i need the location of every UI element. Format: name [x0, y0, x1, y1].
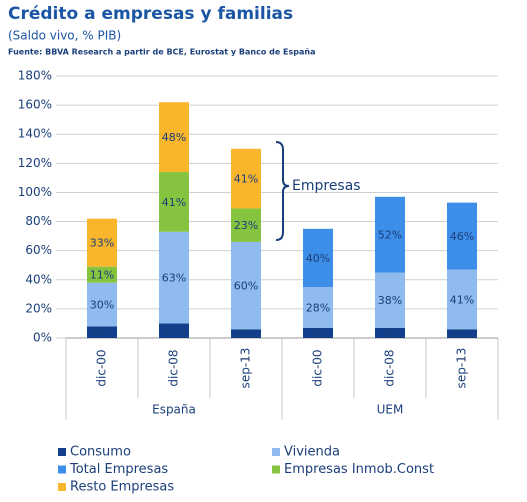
data-label: 28% — [306, 301, 330, 314]
group-label: UEM — [377, 403, 404, 417]
chart-subtitle: (Saldo vivo, % PIB) — [8, 29, 121, 43]
bar-segment — [303, 287, 333, 328]
data-label: 63% — [162, 272, 186, 285]
data-label: 8% — [93, 326, 110, 339]
bar-segment — [231, 329, 261, 338]
group-label: España — [152, 403, 196, 417]
y-tick-label: 100% — [18, 185, 52, 199]
bar-segment — [87, 326, 117, 338]
legend-swatch — [272, 465, 280, 474]
x-tick-label: sep-13 — [455, 348, 469, 389]
data-label: 41% — [234, 173, 258, 186]
data-label: 41% — [162, 196, 186, 209]
bar-segment — [447, 329, 477, 338]
bar-segment — [231, 148, 261, 209]
y-tick-label: 180% — [18, 69, 52, 83]
x-tick-label: dic-00 — [311, 349, 325, 386]
data-label: 60% — [234, 280, 258, 293]
chart-source: Fuente: BBVA Research a partir de BCE, E… — [8, 48, 316, 57]
x-tick-label: dic-08 — [167, 349, 181, 386]
data-label: 48% — [162, 131, 186, 144]
data-label: 52% — [378, 229, 402, 242]
y-tick-label: 20% — [25, 301, 52, 315]
bar-segment — [375, 327, 405, 338]
bar-segment — [87, 218, 117, 267]
bar-segment — [231, 241, 261, 330]
legend-label: Resto Empresas — [70, 480, 174, 495]
y-tick-label: 0% — [33, 331, 52, 345]
bar-segment — [159, 231, 189, 324]
legend-label: Consumo — [70, 445, 131, 460]
bar-segment — [159, 102, 189, 173]
data-label: 7% — [381, 327, 398, 340]
annotation: Empresas — [292, 178, 361, 194]
y-tick-label: 40% — [25, 272, 52, 286]
y-tick-label: 160% — [18, 98, 52, 112]
data-label: 7% — [309, 327, 326, 340]
data-label: 30% — [90, 299, 114, 312]
legend-swatch — [272, 448, 280, 456]
bar-segment — [375, 196, 405, 273]
data-label: 11% — [90, 269, 114, 282]
legend-swatch — [58, 483, 66, 491]
data-label: 38% — [378, 294, 402, 307]
bar-segment — [303, 228, 333, 288]
legend-label: Empresas Inmob.Const — [284, 462, 434, 477]
data-label: 6% — [453, 328, 470, 341]
bar-segment — [375, 272, 405, 328]
data-label: 41% — [450, 293, 474, 306]
y-tick-label: 60% — [25, 243, 52, 257]
data-label: 6% — [237, 328, 254, 341]
x-tick-label: dic-00 — [95, 349, 109, 386]
legend-swatch — [58, 448, 66, 456]
legend-swatch — [58, 465, 66, 474]
bar-segment — [447, 269, 477, 330]
y-tick-label: 120% — [18, 156, 52, 170]
data-label: 46% — [450, 230, 474, 243]
bar-segment — [447, 202, 477, 270]
x-tick-label: dic-08 — [383, 349, 397, 386]
bar-segment — [159, 172, 189, 232]
data-label: 33% — [90, 237, 114, 250]
bracket — [275, 141, 290, 241]
bar-segment — [87, 282, 117, 327]
y-tick-label: 80% — [25, 214, 52, 228]
bar-segment — [87, 266, 117, 283]
y-tick-label: 140% — [18, 127, 52, 141]
data-label: 40% — [306, 252, 330, 265]
bar-segment — [231, 208, 261, 242]
data-label: 23% — [234, 219, 258, 232]
chart-title: Crédito a empresas y familias — [8, 4, 293, 24]
bar-segment — [303, 327, 333, 338]
legend-label: Vivienda — [284, 445, 340, 460]
data-label: 10% — [162, 325, 186, 338]
bar-segment — [159, 323, 189, 338]
legend-label: Total Empresas — [69, 462, 168, 477]
x-tick-label: sep-13 — [239, 348, 253, 389]
